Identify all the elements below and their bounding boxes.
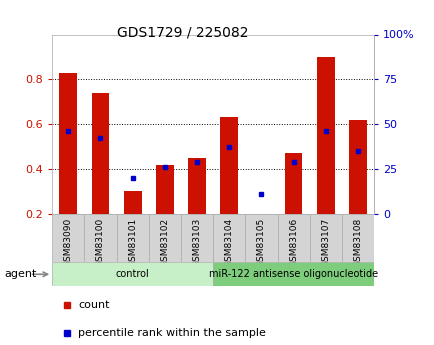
Bar <box>341 214 373 262</box>
Text: agent: agent <box>4 269 36 279</box>
Text: GSM83100: GSM83100 <box>96 218 105 267</box>
Bar <box>213 262 373 286</box>
Bar <box>116 214 148 262</box>
Text: GSM83102: GSM83102 <box>160 218 169 267</box>
Text: percentile rank within the sample: percentile rank within the sample <box>78 328 265 338</box>
Bar <box>181 214 213 262</box>
Text: GSM83090: GSM83090 <box>64 218 72 267</box>
Text: count: count <box>78 300 109 310</box>
Bar <box>156 165 173 214</box>
Bar <box>213 214 245 262</box>
Bar <box>52 262 213 286</box>
Text: miR-122 antisense oligonucleotide: miR-122 antisense oligonucleotide <box>209 269 377 279</box>
Bar <box>349 120 366 214</box>
Bar <box>277 214 309 262</box>
Bar <box>59 73 77 214</box>
Text: GSM83104: GSM83104 <box>224 218 233 267</box>
Bar <box>316 57 334 214</box>
Bar <box>188 158 205 214</box>
Bar <box>309 214 341 262</box>
Text: GSM83107: GSM83107 <box>321 218 329 267</box>
Text: control: control <box>115 269 149 279</box>
Text: GDS1729 / 225082: GDS1729 / 225082 <box>117 26 248 40</box>
Bar <box>245 214 277 262</box>
Bar <box>284 153 302 214</box>
Bar <box>220 117 237 214</box>
Text: GSM83101: GSM83101 <box>128 218 137 267</box>
Text: GSM83106: GSM83106 <box>289 218 297 267</box>
Text: GSM83105: GSM83105 <box>256 218 265 267</box>
Bar <box>124 191 141 214</box>
Text: GSM83108: GSM83108 <box>353 218 362 267</box>
Bar <box>84 214 116 262</box>
Bar <box>148 214 181 262</box>
Text: GSM83103: GSM83103 <box>192 218 201 267</box>
Bar <box>52 214 84 262</box>
Bar <box>92 93 109 214</box>
